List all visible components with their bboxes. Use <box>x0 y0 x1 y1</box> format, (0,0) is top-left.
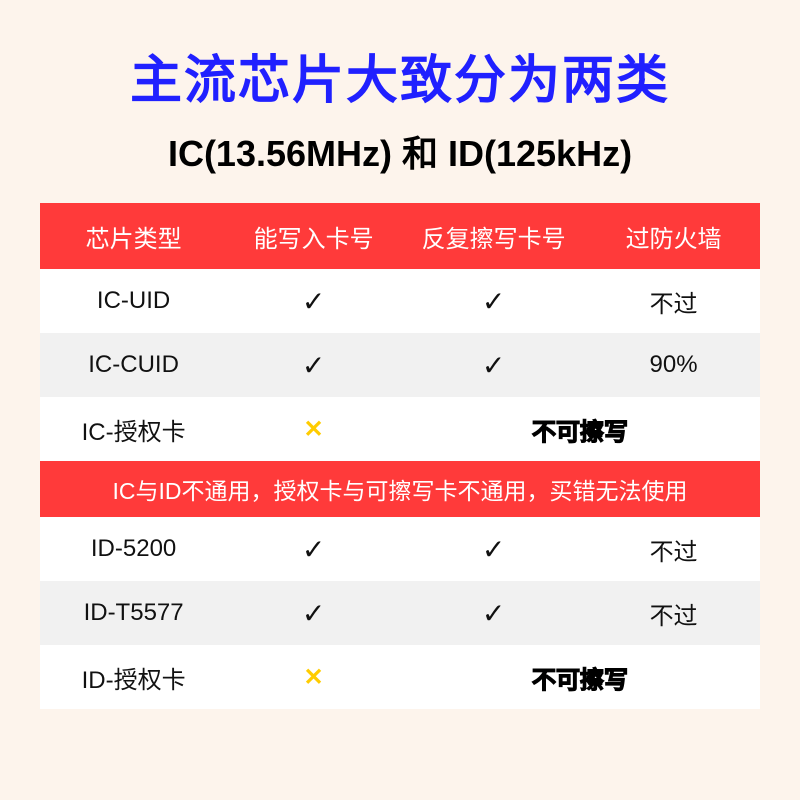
table-row: IC-UID ✓ ✓ 不过 <box>40 269 760 333</box>
header-firewall: 过防火墙 <box>587 219 760 254</box>
check-icon: ✓ <box>400 349 587 382</box>
check-icon: ✓ <box>227 285 400 318</box>
cell-firewall: 不过 <box>587 532 760 567</box>
check-icon: ✓ <box>400 285 587 318</box>
cell-name: IC-UID <box>40 287 227 315</box>
check-icon: ✓ <box>227 533 400 566</box>
cell-firewall: 不过 <box>587 596 760 631</box>
cell-name: ID-T5577 <box>40 599 227 627</box>
cell-firewall: 不过 <box>587 284 760 319</box>
check-icon: ✓ <box>400 533 587 566</box>
cell-name: ID-授权卡 <box>40 660 227 695</box>
warn-text: 不可擦写 <box>532 419 628 446</box>
header-writable: 能写入卡号 <box>227 219 400 254</box>
check-icon: ✓ <box>227 349 400 382</box>
cross-icon: ✕ <box>304 664 324 691</box>
table-row: ID-5200 ✓ ✓ 不过 <box>40 517 760 581</box>
cell-name: IC-CUID <box>40 351 227 379</box>
table-row: ID-T5577 ✓ ✓ 不过 <box>40 581 760 645</box>
header-rewritable: 反复擦写卡号 <box>400 219 587 254</box>
page-subtitle: IC(13.56MHz) 和 ID(125kHz) <box>40 125 760 177</box>
table-row: IC-授权卡 ✕ 不可擦写 <box>40 397 760 461</box>
cross-icon: ✕ <box>304 416 324 443</box>
header-chip-type: 芯片类型 <box>40 219 227 254</box>
chip-table: 芯片类型 能写入卡号 反复擦写卡号 过防火墙 IC-UID ✓ ✓ 不过 IC-… <box>40 203 760 709</box>
cell-firewall: 90% <box>587 351 760 379</box>
page-title: 主流芯片大致分为两类 <box>40 38 760 113</box>
cell-name: ID-5200 <box>40 535 227 563</box>
warn-text: 不可擦写 <box>532 667 628 694</box>
check-icon: ✓ <box>400 597 587 630</box>
table-row: ID-授权卡 ✕ 不可擦写 <box>40 645 760 709</box>
check-icon: ✓ <box>227 597 400 630</box>
divider-note: IC与ID不通用，授权卡与可擦写卡不通用，买错无法使用 <box>40 461 760 517</box>
table-row: IC-CUID ✓ ✓ 90% <box>40 333 760 397</box>
table-header-row: 芯片类型 能写入卡号 反复擦写卡号 过防火墙 <box>40 203 760 269</box>
cell-name: IC-授权卡 <box>40 412 227 447</box>
